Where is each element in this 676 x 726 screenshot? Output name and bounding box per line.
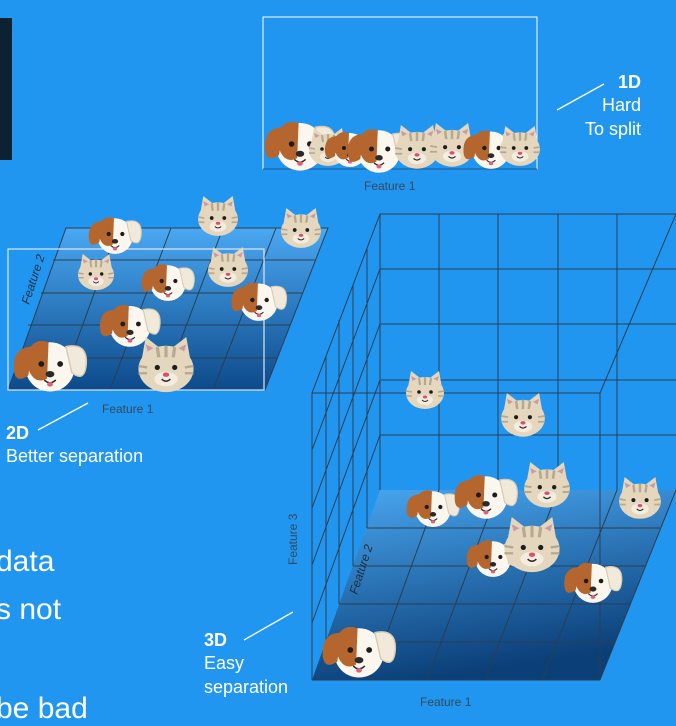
- panel-2d-annotation-text: Better separation: [6, 446, 144, 466]
- panel-1d-annotation-title: 1D: [617, 72, 641, 92]
- panel-2d-annotation: 2D Better separation: [6, 423, 143, 468]
- background-text-line2: s not: [0, 593, 62, 626]
- cat-face-icon: [617, 475, 663, 521]
- panel-3d-annotation-line2: separation: [204, 677, 289, 697]
- panel-3d-annotation-title: 3D: [204, 630, 228, 650]
- panel-1d-annotation: 1D Hard To split: [585, 72, 641, 141]
- panel-1d-x-axis-label: Feature 1: [364, 179, 416, 193]
- panel-1d-pointer-line: [556, 83, 605, 111]
- cat-face-icon: [404, 369, 446, 411]
- panel-1d-annotation-line1: Hard: [601, 95, 641, 115]
- panel-3d-pointer-line: [243, 611, 294, 641]
- panel-1d: [262, 16, 605, 174]
- cat-face-icon: [279, 206, 323, 250]
- panel-3d-annotation: 3D Easy separation: [204, 630, 288, 699]
- background-text-line3: be bad: [0, 692, 88, 725]
- cat-face-icon: [499, 391, 547, 438]
- panel-3d: Feature 3 Feature 2: [243, 213, 676, 681]
- cat-face-icon: [522, 460, 572, 509]
- dark-side-panel: [0, 18, 12, 160]
- panel-1d-annotation-line2: To split: [584, 119, 641, 139]
- panel-2d-pointer-line: [37, 402, 89, 431]
- cat-face-icon: [498, 124, 542, 168]
- panel-3d-annotation-line1: Easy: [204, 653, 245, 673]
- panel-3d-x-axis-label: Feature 1: [420, 695, 472, 709]
- background-text-line1: data: [0, 545, 55, 578]
- cat-face-icon: [196, 194, 240, 238]
- panel-2d: Feature 2: [7, 194, 329, 431]
- panel-3d-z-axis-label: Feature 3: [286, 513, 300, 565]
- panel-3d-floor: [312, 490, 676, 680]
- panel-2d-annotation-title: 2D: [6, 423, 30, 443]
- panel-2d-x-axis-label: Feature 1: [102, 402, 154, 416]
- panel-1d-animals: [264, 121, 542, 174]
